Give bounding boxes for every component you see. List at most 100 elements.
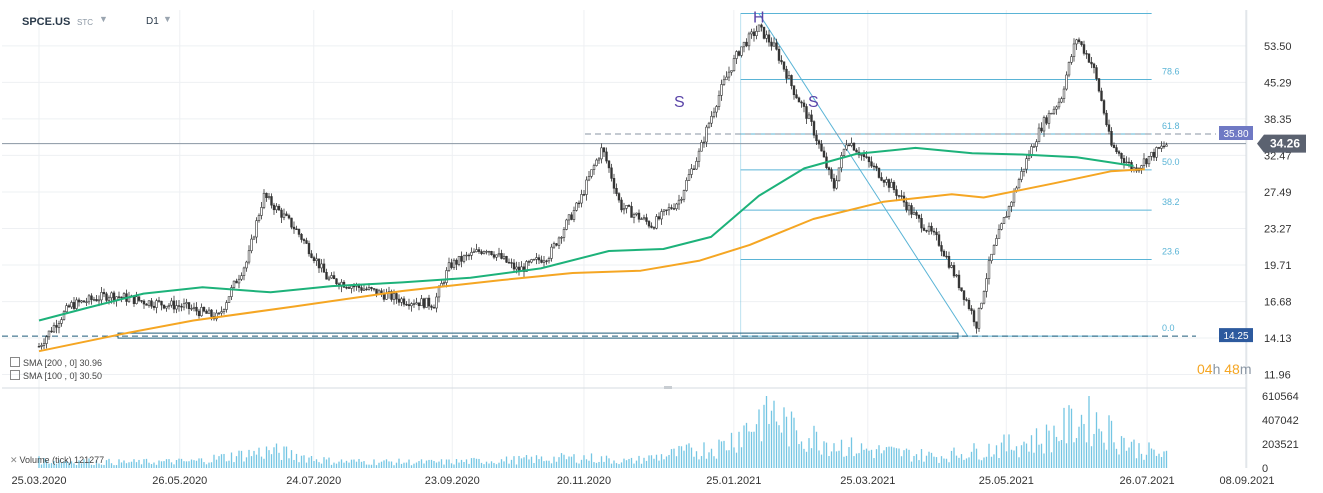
candle-body [830, 169, 833, 179]
volume-legend[interactable]: ✕ Volume (tick) 121277 [10, 455, 104, 466]
candle-body [47, 330, 51, 338]
candle-body [990, 253, 993, 262]
candle-body [367, 287, 371, 290]
candle-body [410, 303, 413, 307]
candle-body [1102, 100, 1106, 114]
candle-body [487, 251, 491, 253]
candle-body [570, 214, 573, 220]
candle-body [1095, 67, 1098, 79]
candle-body [945, 255, 948, 258]
candle-body [427, 297, 431, 307]
candle-body [142, 300, 146, 305]
low-price-badge-bg [1219, 328, 1253, 343]
candle-body [882, 180, 886, 183]
candle-body [200, 307, 203, 317]
symbol-chevron-down-icon[interactable]: ▼ [99, 14, 108, 24]
candle-body [202, 307, 206, 312]
candle-body [690, 168, 693, 175]
candle-body [1160, 145, 1163, 149]
candle-body [582, 194, 586, 196]
sma200-settings-icon[interactable] [10, 357, 20, 367]
candle-body [722, 79, 726, 85]
sma100-legend[interactable]: SMA [100 , 0] 30.50 [10, 370, 102, 381]
low-price-badge: 14.25 [1223, 331, 1248, 342]
candle-body [787, 75, 791, 79]
candle-body [245, 261, 248, 269]
candle-body [507, 261, 511, 264]
candle-body [687, 174, 691, 181]
candle-body [667, 207, 671, 211]
candle-body [827, 167, 831, 170]
candle-body [832, 178, 836, 189]
y-tick-label: 23.27 [1264, 224, 1292, 236]
candle-body [855, 149, 858, 153]
candle-body [735, 51, 738, 59]
candle-body [82, 300, 86, 303]
candle-body [872, 165, 876, 168]
volume-tick-label: 407042 [1262, 415, 1299, 427]
candle-body [272, 204, 276, 211]
candle-body [1070, 56, 1073, 63]
fib-level-label: 78.6 [1162, 66, 1180, 76]
candle-body [635, 212, 638, 215]
candle-body [290, 217, 293, 228]
candle-body [330, 275, 333, 279]
candle-body [492, 254, 496, 258]
candle-body [105, 293, 108, 301]
candle-body [775, 42, 778, 50]
candle-body [1092, 63, 1096, 68]
candle-body [900, 195, 903, 197]
candle-body [447, 262, 451, 271]
candle-body [1152, 151, 1156, 158]
candle-body [77, 299, 81, 303]
close-icon[interactable]: ✕ [10, 455, 18, 465]
sma200-legend[interactable]: SMA [200 , 0] 30.96 [10, 357, 102, 368]
y-tick-label: 19.71 [1264, 260, 1292, 272]
candle-body [505, 255, 508, 263]
candle-body [585, 179, 588, 195]
candle-body [645, 217, 648, 222]
candle-body [1082, 44, 1086, 54]
candle-body [962, 290, 966, 300]
sma200-line [38, 146, 1134, 322]
candle-body [172, 300, 176, 310]
candle-body [515, 266, 518, 270]
candle-body [242, 267, 246, 276]
candle-body [877, 167, 881, 178]
candle-body [415, 302, 418, 305]
candle-body [1165, 144, 1168, 147]
candle-body [1045, 117, 1048, 124]
pattern-label: H [753, 10, 765, 27]
candle-body [177, 305, 181, 307]
candle-body [255, 220, 258, 238]
sma100-settings-icon[interactable] [10, 370, 20, 380]
candle-body [640, 218, 643, 220]
candle-body [70, 302, 73, 308]
candle-body [660, 211, 663, 220]
candle-body [567, 214, 571, 221]
candle-body [820, 143, 823, 152]
candle-body [615, 187, 618, 194]
candle-body [1145, 158, 1148, 165]
x-tick-label: 25.03.2021 [840, 475, 895, 487]
candle-body [607, 160, 611, 169]
candle-body [842, 148, 846, 156]
timeframe-label[interactable]: D1 [146, 16, 159, 27]
candle-body [617, 193, 621, 201]
sma100-legend-text: SMA [100 , 0] 30.50 [23, 371, 103, 381]
candle-body [490, 251, 493, 255]
candle-body [267, 196, 271, 198]
candle-body [930, 225, 933, 232]
candle-body [740, 46, 743, 56]
timeframe-chevron-down-icon[interactable]: ▼ [163, 14, 172, 24]
candle-body [545, 260, 548, 262]
symbol-label[interactable]: SPCE.US [22, 16, 71, 28]
candle-body [972, 310, 976, 323]
candle-body [982, 291, 986, 304]
candle-body [237, 278, 241, 284]
candle-body [1080, 41, 1083, 45]
candle-body [1147, 156, 1151, 165]
candle-body [602, 147, 606, 153]
candle-body [1112, 144, 1116, 148]
